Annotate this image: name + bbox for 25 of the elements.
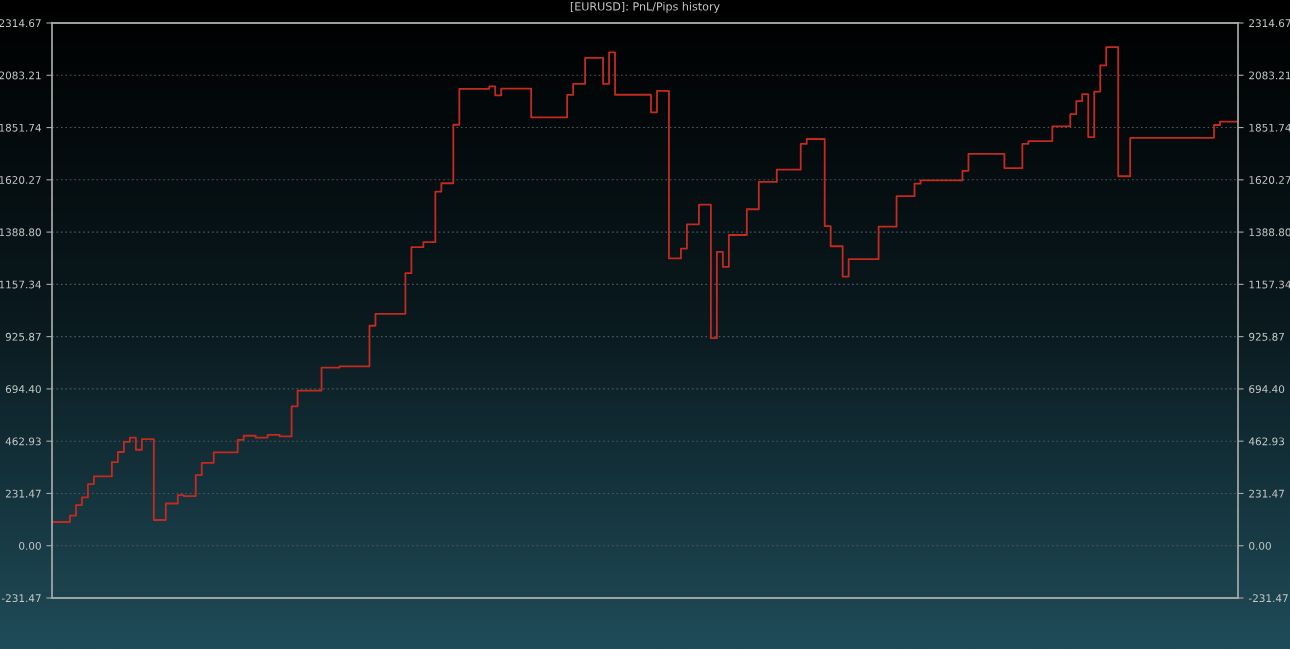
y-tick-label: -231.47 bbox=[1, 594, 41, 603]
y-tick-label: 0.00 bbox=[19, 541, 41, 550]
chart-title: [EURUSD]: PnL/Pips history bbox=[570, 2, 720, 13]
y-tick-label: 694.40 bbox=[5, 385, 41, 394]
y-tick-label: 1851.74 bbox=[0, 123, 41, 132]
y-tick-label: 2083.21 bbox=[0, 71, 41, 80]
y-tick-label: 2314.67 bbox=[0, 19, 41, 28]
y2-tick-label: 1388.80 bbox=[1249, 228, 1290, 237]
y2-tick-label: 925.87 bbox=[1249, 332, 1284, 341]
y2-tick-label: 0.00 bbox=[1249, 541, 1271, 550]
y2-tick-label: 1620.27 bbox=[1249, 176, 1290, 184]
y-tick-label: 925.87 bbox=[5, 332, 41, 341]
y2-tick-label: 1157.34 bbox=[1249, 280, 1290, 289]
y2-tick-label: 2083.21 bbox=[1249, 71, 1290, 80]
y-tick-label: 1388.80 bbox=[0, 228, 41, 237]
y2-tick-label: -231.47 bbox=[1248, 594, 1288, 603]
y2-tick-label: 462.93 bbox=[1248, 437, 1285, 446]
y-tick-label: 1157.34 bbox=[0, 280, 41, 289]
y2-tick-label: 231.47 bbox=[1249, 489, 1284, 498]
y2-tick-label: 2314.67 bbox=[1249, 19, 1290, 28]
y-tick-label: 462.93 bbox=[5, 437, 41, 446]
y2-tick-label: 694.40 bbox=[1249, 385, 1285, 394]
y-tick-label: 231.47 bbox=[5, 489, 41, 498]
y-tick-label: 1620.27 bbox=[0, 176, 41, 184]
y2-tick-label: 1851.74 bbox=[1249, 123, 1290, 132]
